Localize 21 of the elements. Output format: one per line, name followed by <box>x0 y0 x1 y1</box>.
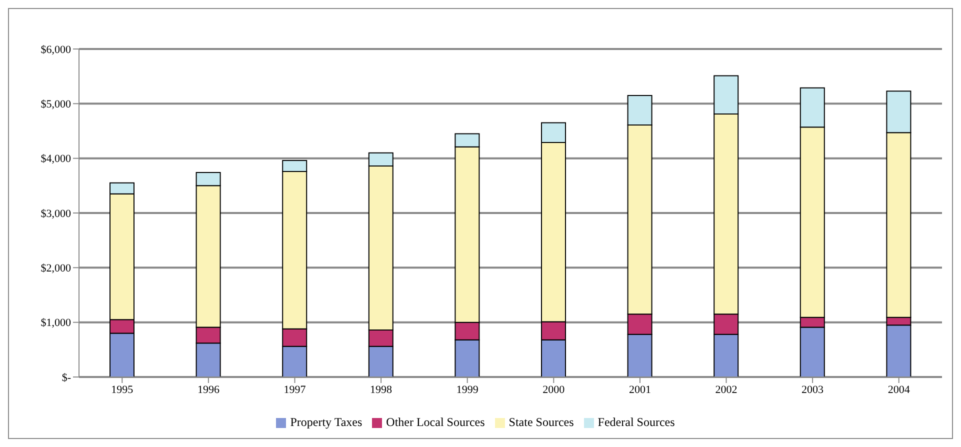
x-tick-label: 1998 <box>370 384 393 396</box>
y-tick-label: $4,000 <box>40 153 72 166</box>
x-tick-label: 2001 <box>628 384 651 396</box>
x-tick-label: 1999 <box>456 384 479 396</box>
y-tick-label: $3,000 <box>40 208 72 220</box>
y-tick-label: $- <box>62 372 72 384</box>
y-tick-label: $6,000 <box>40 44 72 56</box>
x-tick-label: 2003 <box>802 384 824 396</box>
x-tick-label: 2000 <box>542 384 566 396</box>
legend-label: Property Taxes <box>290 415 362 429</box>
y-tick-label: $2,000 <box>40 262 72 275</box>
y-tick-label: $1,000 <box>40 317 72 330</box>
legend-label: Other Local Sources <box>386 415 485 429</box>
legend-label: Federal Sources <box>598 415 675 429</box>
x-tick-label: 1996 <box>197 384 220 396</box>
y-tick-label: $5,000 <box>40 98 72 111</box>
x-tick-label: 1997 <box>284 384 306 396</box>
x-tick-label: 2004 <box>888 384 910 396</box>
x-tick-label: 1995 <box>111 384 134 396</box>
legend-label: State Sources <box>508 415 574 429</box>
x-tick-label: 2002 <box>715 384 738 396</box>
